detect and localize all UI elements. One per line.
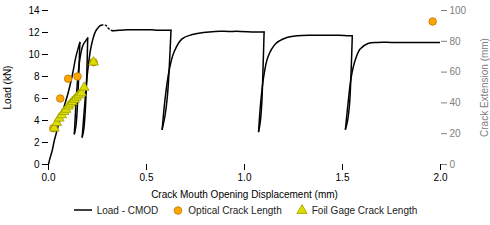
svg-text:10: 10: [28, 49, 40, 60]
html-text:Load - CMOD: Load - CMOD: [96, 204, 159, 216]
html-text:Optical Crack Length: Optical Crack Length: [188, 204, 282, 216]
svg-text:Load (kN): Load (kN): [2, 66, 13, 110]
svg-text:1.0: 1.0: [238, 172, 252, 183]
svg-text:2: 2: [34, 137, 40, 148]
svg-text:2.0: 2.0: [434, 172, 448, 183]
svg-text:20: 20: [450, 128, 462, 139]
svg-text:40: 40: [450, 97, 462, 108]
svg-text:4: 4: [34, 115, 40, 126]
svg-text:Crack Mouth Opening Displaceme: Crack Mouth Opening Displacement (mm): [151, 189, 338, 200]
svg-text:Crack Extension (mm): Crack Extension (mm): [479, 38, 490, 137]
svg-text:100: 100: [450, 5, 467, 16]
svg-text:6: 6: [34, 93, 40, 104]
html-text:Foil Gage Crack Length: Foil Gage Crack Length: [311, 204, 418, 216]
svg-text:0.0: 0.0: [42, 172, 56, 183]
svg-text:14: 14: [28, 5, 40, 16]
svg-text:12: 12: [28, 27, 40, 38]
svg-text:60: 60: [450, 66, 462, 77]
svg-text:0: 0: [34, 159, 40, 170]
svg-text:80: 80: [450, 36, 462, 47]
svg-text:0: 0: [450, 159, 456, 170]
svg-text:1.5: 1.5: [336, 172, 350, 183]
svg-text:0.5: 0.5: [140, 172, 154, 183]
svg-text:8: 8: [34, 71, 40, 82]
